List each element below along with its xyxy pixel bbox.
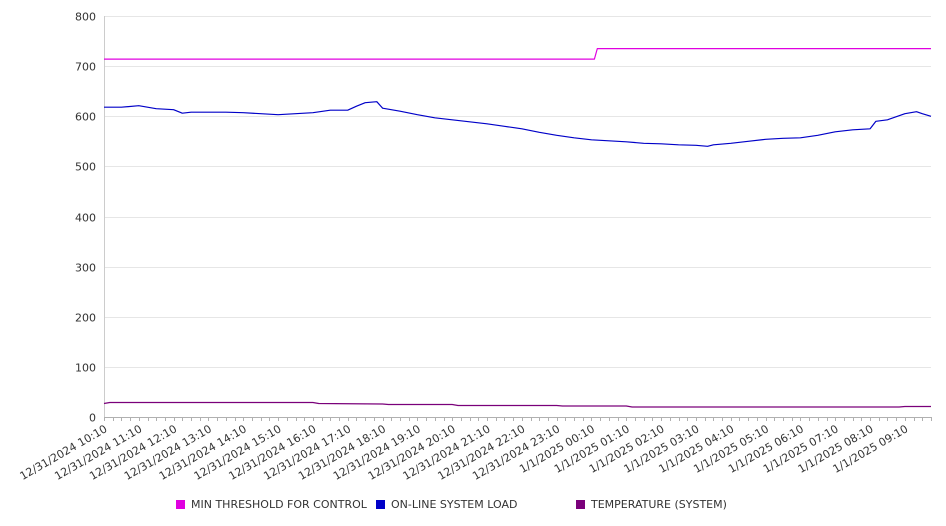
y-tick-label: 100 [75,362,96,375]
series-line-2 [103,401,931,408]
legend-label: MIN THRESHOLD FOR CONTROL [191,498,367,511]
legend-item[interactable]: TEMPERATURE (SYSTEM) [576,498,727,511]
legend-swatch [376,500,385,509]
y-tick-label: 200 [75,312,96,325]
legend-label: TEMPERATURE (SYSTEM) [591,498,727,511]
y-axis-tick-labels: 0 100 200 300 400 500 600 700 800 [75,11,96,425]
legend-swatch [576,500,585,509]
series-lines [103,48,932,408]
axes [104,16,932,421]
legend-label: ON-LINE SYSTEM LOAD [391,498,518,511]
series-line-1 [104,101,932,147]
legend: MIN THRESHOLD FOR CONTROL ON-LINE SYSTEM … [0,498,946,514]
y-tick-label: 600 [75,111,96,124]
y-tick-label: 700 [75,61,96,74]
series-line-0 [104,48,931,60]
y-tick-label: 400 [75,212,96,225]
y-tick-label: 0 [89,412,96,425]
y-tick-label: 300 [75,262,96,275]
legend-swatch [176,500,185,509]
y-tick-label: 800 [75,11,96,24]
legend-item[interactable]: MIN THRESHOLD FOR CONTROL [176,498,367,511]
grid-lines [104,16,931,368]
legend-item[interactable]: ON-LINE SYSTEM LOAD [376,498,517,511]
y-tick-label: 500 [75,161,96,174]
